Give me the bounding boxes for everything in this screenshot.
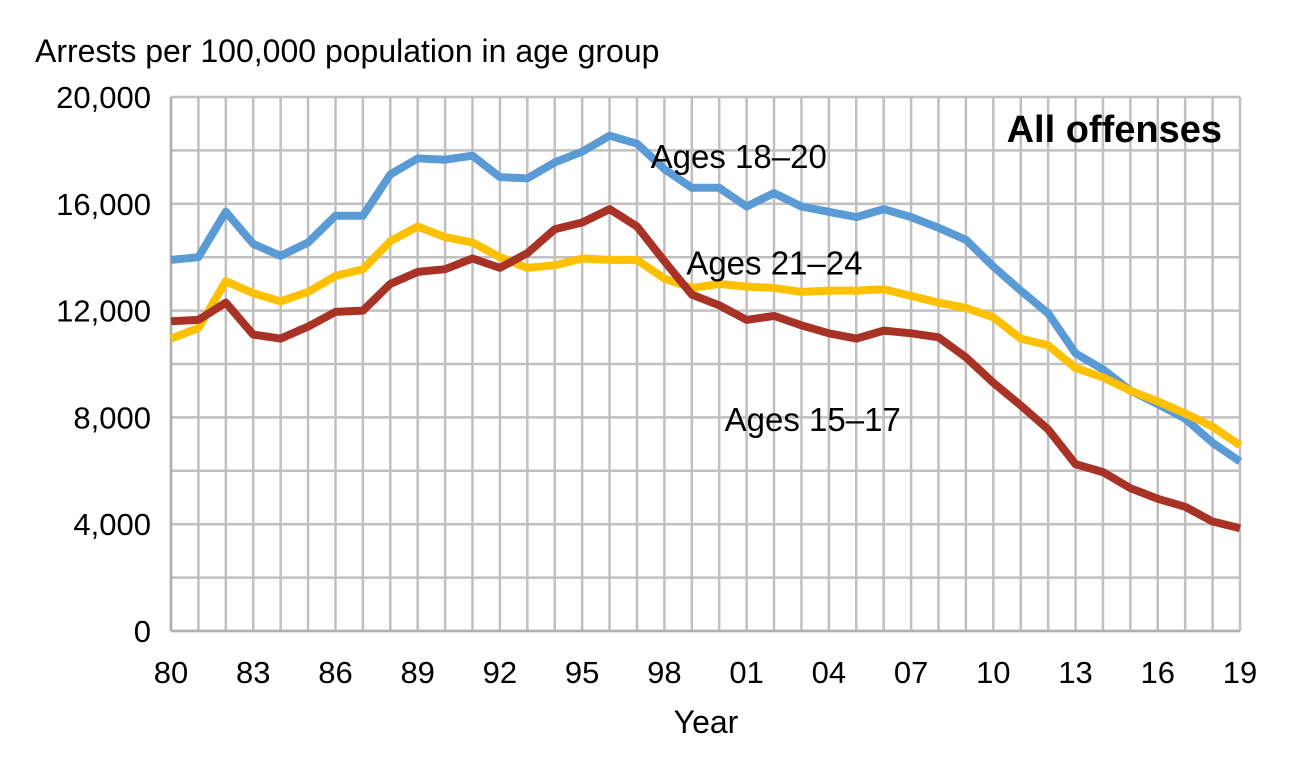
labels: Arrests per 100,000 population in age gr… — [35, 33, 1257, 740]
y-tick-label: 8,000 — [73, 400, 151, 435]
series-lines — [169, 131, 1243, 533]
x-tick-label: 13 — [1058, 655, 1092, 690]
series-line — [170, 131, 1243, 465]
series-label: Ages 15–17 — [725, 401, 901, 438]
y-axis-label: Arrests per 100,000 population in age gr… — [35, 33, 659, 69]
x-tick-label: 83 — [236, 655, 270, 690]
y-tick-label: 0 — [134, 614, 151, 649]
x-tick-label: 01 — [729, 655, 763, 690]
x-tick-label: 92 — [483, 655, 517, 690]
chart-title: All offenses — [1007, 109, 1222, 151]
x-axis-label: Year — [674, 704, 739, 740]
x-tick-label: 04 — [812, 655, 846, 690]
x-tick-label: 86 — [318, 655, 352, 690]
y-tick-label: 20,000 — [56, 80, 151, 115]
x-tick-label: 16 — [1141, 655, 1175, 690]
series-label: Ages 21–24 — [686, 245, 862, 282]
x-tick-label: 10 — [976, 655, 1010, 690]
series-label: Ages 18–20 — [651, 138, 827, 175]
series-line — [169, 222, 1243, 449]
x-tick-label: 19 — [1223, 655, 1257, 690]
gridlines — [169, 95, 1242, 633]
x-tick-label: 80 — [154, 655, 188, 690]
x-tick-label: 95 — [565, 655, 599, 690]
y-tick-label: 16,000 — [56, 187, 151, 222]
x-tick-label: 07 — [894, 655, 928, 690]
x-tick-label: 98 — [647, 655, 681, 690]
axes — [169, 97, 1240, 633]
y-tick-label: 4,000 — [73, 507, 151, 542]
series-line — [170, 205, 1241, 533]
x-tick-label: 89 — [400, 655, 434, 690]
y-tick-label: 12,000 — [56, 294, 151, 329]
